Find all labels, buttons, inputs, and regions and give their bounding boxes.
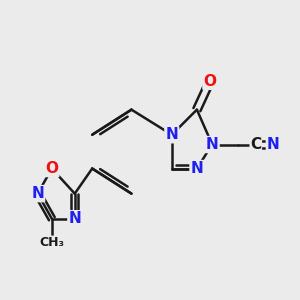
Text: N: N <box>68 211 81 226</box>
Text: N: N <box>206 137 218 152</box>
Text: CH₃: CH₃ <box>39 236 64 249</box>
Text: N: N <box>165 127 178 142</box>
Text: N: N <box>190 161 203 176</box>
Text: O: O <box>203 74 217 89</box>
Text: N: N <box>267 137 280 152</box>
Text: O: O <box>45 161 58 176</box>
Text: C: C <box>250 137 261 152</box>
Text: N: N <box>31 186 44 201</box>
